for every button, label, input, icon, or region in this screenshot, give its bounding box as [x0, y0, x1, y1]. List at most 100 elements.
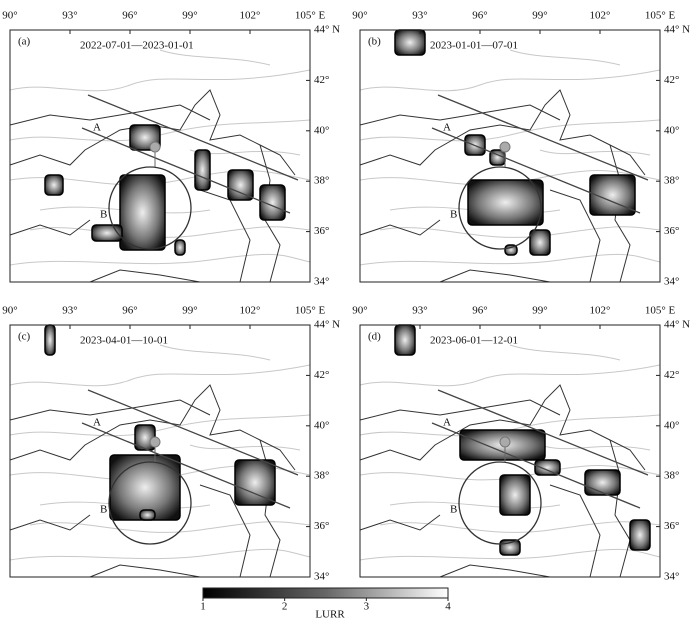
lon-tick-label: 102° — [240, 10, 261, 22]
fault-line — [359, 69, 661, 92]
lurr-anomaly — [467, 179, 544, 226]
profile-b — [431, 422, 641, 509]
epicenter — [149, 141, 161, 153]
province-border — [439, 564, 551, 578]
lon-tick-label: 99° — [182, 305, 197, 317]
province-border — [359, 104, 561, 126]
epicenter — [499, 436, 511, 448]
map-panel: (b) 2023-01-01—07-01 A B 90° 93° 96° 99° 102° 105… — [352, 10, 690, 288]
profile-b-label: B — [450, 504, 457, 516]
fault-line — [9, 69, 311, 92]
lon-tick-label: 99° — [532, 305, 547, 317]
province-border — [9, 514, 91, 531]
province-border — [199, 189, 251, 283]
lat-tick-label: 40° — [314, 124, 329, 136]
lon-tick-label: 90° — [2, 305, 17, 317]
profile-a-label: A — [93, 417, 101, 429]
panel-label: (a) — [18, 36, 31, 48]
study-circle — [458, 461, 542, 545]
fault-line — [379, 521, 661, 533]
fault-line — [159, 49, 271, 66]
lat-tick-label: 36° — [314, 520, 329, 532]
province-border — [9, 219, 91, 236]
study-circle — [108, 166, 192, 250]
lat-tick-label: 40° — [314, 419, 329, 431]
province-border — [359, 399, 561, 421]
lon-tick-label: 99° — [182, 10, 197, 22]
lon-tick-label: 93° — [412, 305, 427, 317]
lat-tick-label: 38° — [314, 175, 329, 187]
fault-line — [509, 49, 621, 66]
fault-line — [159, 344, 271, 361]
lon-tick-label: 93° — [62, 10, 77, 22]
lat-tick-label: 34° — [314, 276, 329, 288]
fault-line — [359, 119, 661, 142]
fault-line — [389, 501, 561, 509]
lat-tick-label: 40° — [664, 419, 679, 431]
profile-a-label: A — [443, 417, 451, 429]
lat-tick-label: 38° — [664, 470, 679, 482]
profile-b — [81, 127, 291, 214]
lurr-anomaly — [44, 174, 64, 196]
epicenter — [149, 436, 161, 448]
colorbar — [202, 587, 449, 599]
fault-line — [359, 548, 661, 561]
lon-tick-label: 90° — [352, 10, 367, 22]
colorbar-label: LURR — [315, 609, 345, 621]
lat-tick-label: 38° — [314, 470, 329, 482]
lat-tick-label: 36° — [664, 225, 679, 237]
lon-tick-label: 105° E — [645, 305, 676, 317]
province-border — [359, 514, 441, 531]
lat-tick-label: 34° — [664, 276, 679, 288]
province-border — [9, 399, 211, 421]
fault-line — [359, 364, 661, 387]
province-border — [9, 384, 296, 471]
lurr-anomaly — [504, 244, 518, 256]
lat-tick-label: 42° — [314, 74, 329, 86]
study-circle — [458, 166, 542, 250]
map-panel: (d) 2023-06-01—12-01 A B 90° 93° 96° 99° 102° 105… — [352, 305, 690, 583]
lurr-anomaly — [194, 149, 211, 191]
province-border — [89, 564, 201, 578]
colorbar-tick-label: 3 — [364, 601, 370, 613]
province-border — [359, 219, 441, 236]
fault-line — [539, 444, 651, 451]
lurr-anomaly — [119, 174, 166, 251]
lat-tick-label: 34° — [314, 571, 329, 583]
province-border — [609, 439, 631, 578]
profile-a-label: A — [443, 122, 451, 134]
lat-tick-label: 40° — [664, 124, 679, 136]
lurr-anomaly — [589, 174, 636, 216]
province-border — [549, 189, 601, 283]
lon-tick-label: 96° — [122, 10, 137, 22]
profile-a — [437, 94, 649, 181]
lat-tick-label: 44° N — [314, 319, 340, 331]
panel-frame — [359, 324, 661, 578]
profile-a — [437, 389, 649, 476]
study-circle — [108, 461, 192, 545]
province-border — [439, 269, 551, 283]
profile-a — [87, 94, 299, 181]
epicenter — [499, 141, 511, 153]
lon-tick-label: 96° — [472, 10, 487, 22]
lat-tick-label: 42° — [664, 369, 679, 381]
lat-tick-label: 44° N — [314, 24, 340, 36]
lon-tick-label: 90° — [2, 10, 17, 22]
fault-line — [29, 521, 311, 533]
fault-line — [9, 548, 311, 561]
fault-line — [379, 226, 661, 238]
lat-tick-label: 42° — [314, 369, 329, 381]
lat-tick-label: 36° — [314, 225, 329, 237]
fault-line — [539, 149, 651, 156]
fault-line — [29, 226, 311, 238]
lat-tick-label: 44° N — [664, 319, 690, 331]
fault-line — [359, 253, 661, 266]
lon-tick-label: 93° — [412, 10, 427, 22]
panel-period: 2023-06-01—12-01 — [430, 335, 518, 347]
panel-label: (b) — [368, 36, 381, 48]
lurr-anomaly — [629, 519, 651, 551]
profile-a — [87, 389, 299, 476]
province-border — [609, 144, 631, 283]
panel-period: 2023-01-01—07-01 — [430, 40, 518, 52]
